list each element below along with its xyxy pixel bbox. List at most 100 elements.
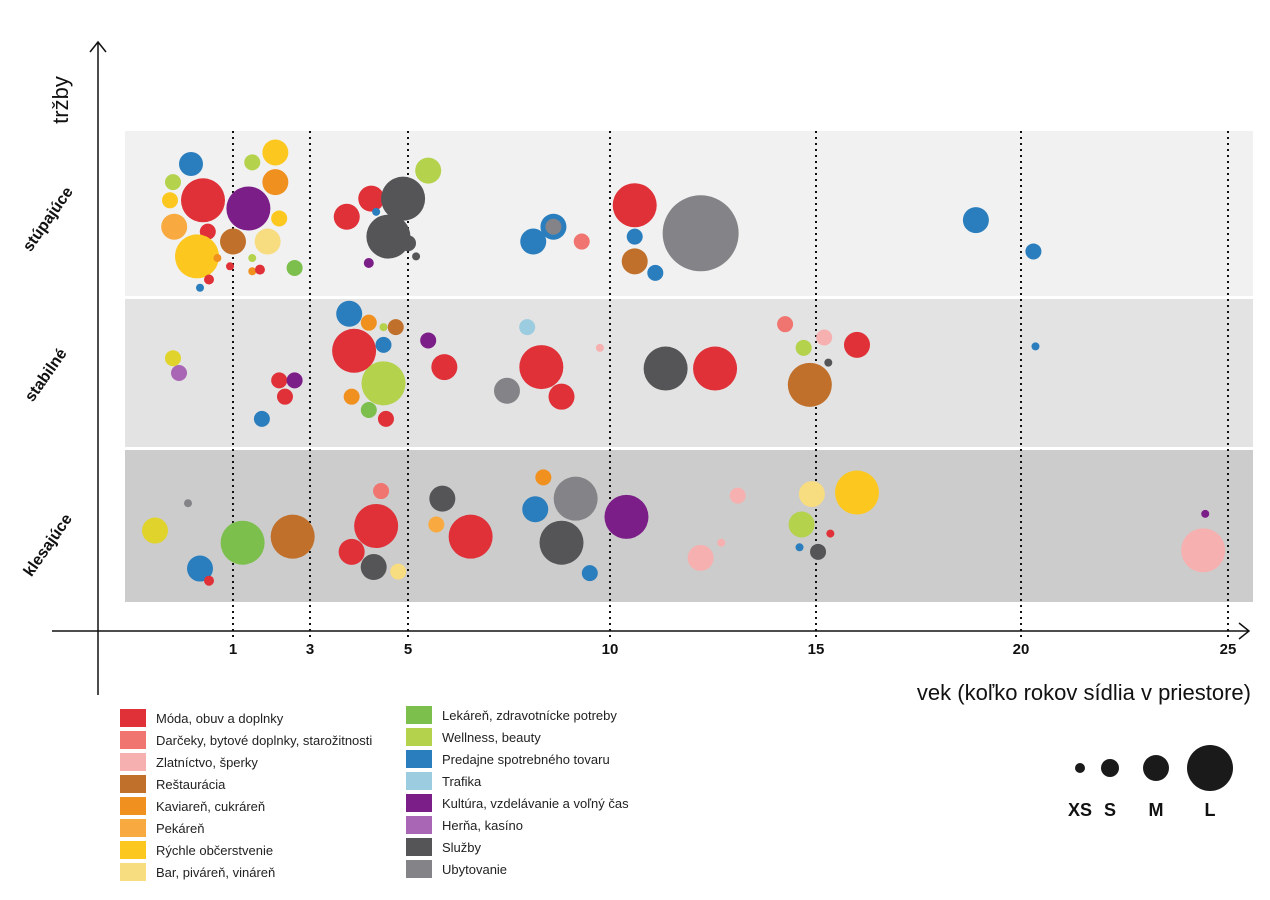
bubble-well (788, 511, 815, 538)
bubble-moda (826, 529, 835, 538)
bubble-darceky (777, 316, 794, 333)
bubble-well (795, 339, 812, 356)
legend-swatch (120, 753, 146, 771)
legend-label: Lekáreň, zdravotnícke potreby (442, 707, 617, 723)
legend-item: Móda, obuv a doplnky (120, 707, 372, 729)
legend-swatch (120, 775, 146, 793)
legend-item: Služby (406, 836, 629, 858)
bubble-rest (220, 228, 246, 255)
size-legend-label: L (1204, 800, 1216, 820)
bubble-moda (332, 328, 377, 373)
legend-swatch (120, 731, 146, 749)
size-legend-dot-m (1143, 755, 1169, 781)
bubble-kult (1201, 509, 1210, 518)
bubble-zlat (687, 544, 714, 571)
bubble-kav (535, 469, 552, 486)
bubble-pred (520, 228, 547, 255)
legend-swatch (120, 797, 146, 815)
bubble-darceky (573, 233, 590, 250)
bubble-moda (204, 274, 214, 285)
legend-item: Lekáreň, zdravotnícke potreby (406, 704, 629, 726)
bubble-moda (431, 354, 458, 381)
y-axis-arrow-icon (89, 40, 107, 53)
legend-item: Reštaurácia (120, 773, 372, 795)
bubble-kav (248, 267, 257, 276)
bubble-moda (448, 514, 493, 559)
bubble-moda (844, 331, 870, 358)
bubble-pred (253, 410, 270, 427)
bubble-moda (354, 504, 399, 548)
y-axis-label: tržby (48, 76, 73, 124)
size-legend-dot-s (1101, 759, 1119, 777)
bubble-pred (647, 264, 664, 281)
bubble-moda (276, 388, 293, 405)
bubble-moda (693, 346, 738, 391)
legend-item: Pekáreň (120, 817, 372, 839)
bubble-rych (271, 210, 288, 227)
bubble-well (244, 154, 261, 171)
bubble-pred (375, 336, 392, 353)
bubble-pek (428, 516, 445, 533)
legend-item: Wellness, beauty (406, 726, 629, 748)
x-tick-label: 15 (808, 641, 825, 658)
bubble-sluz (412, 252, 421, 261)
legend-label: Služby (442, 839, 482, 855)
legend-label: Ubytovanie (442, 861, 508, 877)
bubble-sluz (539, 520, 584, 565)
bubble-lek (286, 259, 303, 276)
legend-item: Trafika (406, 770, 629, 792)
x-tick-label: 20 (1013, 641, 1030, 658)
legend-label: Kultúra, vzdelávanie a voľný čas (442, 795, 629, 811)
bubble-pred (336, 300, 363, 327)
legend-label: Predajne spotrebného tovaru (442, 751, 610, 767)
bubble-ubyt (184, 499, 192, 508)
legend-label: Pekáreň (156, 820, 205, 836)
bubble-moda (377, 410, 394, 427)
legend-label: Rýchle občerstvenie (156, 842, 274, 858)
bubble-sluz (400, 235, 416, 252)
bubble-sluz (381, 176, 426, 221)
bubble-ubyt (545, 218, 562, 235)
legend-column-1: Móda, obuv a doplnky Darčeky, bytové dopl… (120, 707, 372, 883)
size-legend-label: XS (1067, 800, 1093, 820)
bubble-pred (196, 283, 204, 292)
legend-item: Kultúra, vzdelávanie a voľný čas (406, 792, 629, 814)
bubble-ubyt (553, 476, 598, 521)
size-legend-dot-xs (1075, 763, 1085, 773)
bubble-kult (226, 186, 271, 231)
bubble-sluz (366, 214, 411, 259)
bubble-moda (358, 185, 385, 212)
bubble-bar (798, 481, 825, 508)
bubble-moda (333, 203, 360, 230)
bubble-pred (626, 228, 643, 245)
legend-swatch (406, 750, 432, 768)
bubble-lek (220, 520, 265, 565)
bubble-traf (519, 319, 536, 336)
legend-item: Kaviareň, cukráreň (120, 795, 372, 817)
legend-swatch (120, 819, 146, 837)
bubble-kult (286, 372, 303, 389)
bubble-kult (604, 494, 649, 539)
legend-swatch (406, 706, 432, 724)
legend-item: Herňa, kasíno (406, 814, 629, 836)
size-legend-label: S (1103, 800, 1117, 820)
bubble-kav (213, 254, 222, 263)
legend-item: Predajne spotrebného tovaru (406, 748, 629, 770)
bubble-zlat (816, 329, 833, 346)
bubble-ubyt (662, 195, 739, 272)
bubble-moda (254, 264, 265, 275)
bubble-pred (522, 496, 549, 523)
y-category-label: stabilné (22, 346, 71, 405)
bubble-rest (621, 248, 648, 275)
legend-label: Reštaurácia (156, 776, 226, 792)
bubble-pek (161, 213, 188, 240)
bubble-ubyt (493, 377, 520, 404)
legend-swatch (406, 794, 432, 812)
bubble-pred (372, 207, 381, 216)
bubble-sluz (643, 346, 688, 391)
size-legend: XS S M L (1060, 738, 1260, 828)
bubble-sluz (360, 554, 387, 581)
legend-swatch (406, 838, 432, 856)
legend-item: Ubytovanie (406, 858, 629, 880)
